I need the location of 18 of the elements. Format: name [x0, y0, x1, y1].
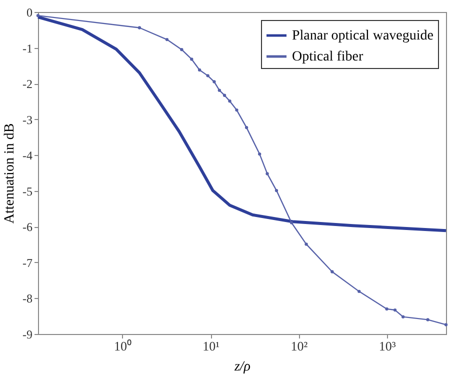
y-tick-label: -4 — [22, 148, 32, 163]
x-tick-label: 10³ — [378, 338, 396, 354]
y-axis-title: Attenuation in dB — [2, 123, 18, 224]
y-tick-label: -3 — [22, 112, 32, 127]
y-tick-label: -7 — [22, 256, 32, 270]
x-tick-label: 10¹ — [202, 338, 220, 354]
y-tick-label: -5 — [22, 184, 32, 198]
x-tick-label: 10⁰ — [114, 338, 132, 354]
x-tick-label: 10² — [290, 338, 308, 354]
y-tick-label: 0 — [26, 6, 32, 20]
y-tick-label: -9 — [22, 328, 32, 342]
y-tick-label: -6 — [22, 220, 32, 234]
y-tick-label: -1 — [22, 41, 32, 56]
legend-label: Planar optical waveguide — [292, 28, 434, 44]
y-tick-label: -8 — [22, 292, 32, 306]
legend-label: Optical fiber — [292, 50, 364, 64]
y-tick-label: -2 — [22, 77, 32, 92]
x-axis-title: z/ρ — [233, 360, 251, 374]
